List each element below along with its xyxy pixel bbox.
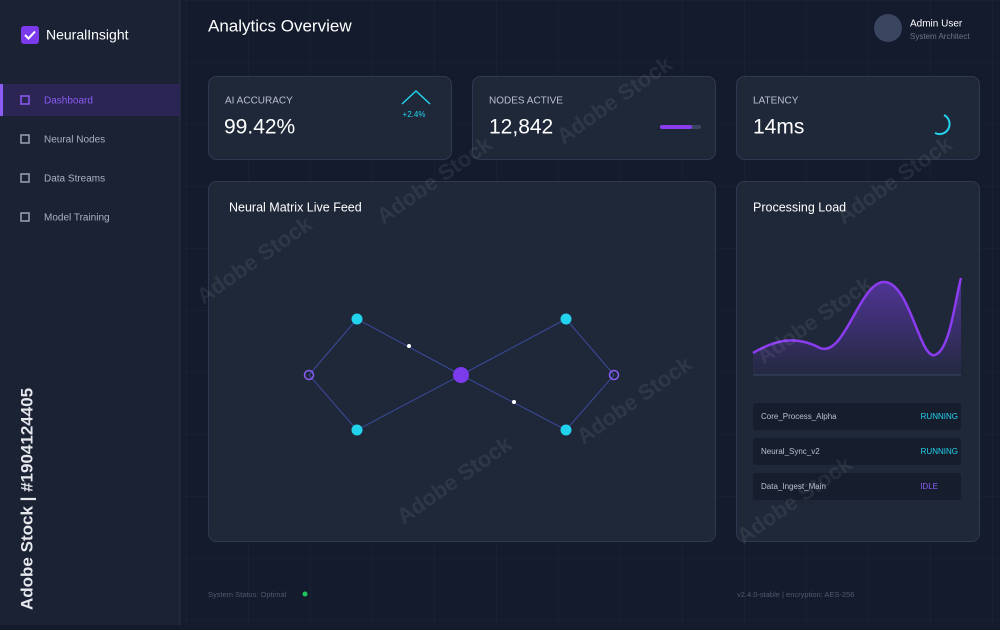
status-dot <box>302 591 308 597</box>
nav-active-bar <box>0 84 3 116</box>
link <box>308 318 358 376</box>
version: v2.4.0-stable | encryption: AES-256 <box>737 590 854 599</box>
process-name: Data_Ingest_Main <box>761 482 826 491</box>
process-name: Neural_Sync_v2 <box>761 447 820 456</box>
avatar[interactable] <box>874 14 902 42</box>
link <box>308 374 358 431</box>
nav-icon <box>20 134 30 144</box>
logo-icon <box>21 26 39 44</box>
nav-active-bg <box>0 84 180 116</box>
process-status: IDLE <box>920 482 938 491</box>
nav-label[interactable]: Model Training <box>44 213 110 224</box>
link <box>356 374 462 431</box>
node <box>560 313 572 325</box>
stat-value: 99.42% <box>224 116 295 139</box>
nav-item[interactable]: Data Streams <box>20 173 105 185</box>
process-name: Core_Process_Alpha <box>761 412 837 421</box>
stat-value: 12,842 <box>489 116 553 139</box>
stat-card <box>472 76 716 160</box>
process-row <box>753 438 961 465</box>
link <box>565 374 615 431</box>
progress-fill <box>660 125 692 129</box>
process-row <box>753 473 961 500</box>
stat-card <box>736 76 980 160</box>
node <box>351 313 363 325</box>
nav-label[interactable]: Dashboard <box>44 96 93 107</box>
stat-value: 14ms <box>753 116 804 139</box>
process-status: RUNNING <box>921 412 958 421</box>
load-line <box>752 277 963 357</box>
system-status: System Status: Optimal <box>208 590 287 599</box>
stat-delta: +2.4% <box>403 110 426 119</box>
watermark-id: Adobe Stock | #1904124405 <box>17 388 36 610</box>
nav-label[interactable]: Data Streams <box>44 174 105 185</box>
nav-item[interactable]: Dashboard <box>20 95 93 107</box>
page-title: Analytics Overview <box>208 16 352 35</box>
nav-label[interactable]: Neural Nodes <box>44 135 105 146</box>
user-name: Admin User <box>910 19 963 30</box>
load-area <box>753 278 961 375</box>
process-status: RUNNING <box>921 447 958 456</box>
stat-card <box>208 76 452 160</box>
nav-icon <box>20 212 30 222</box>
nav-item[interactable]: Model Training <box>20 212 110 224</box>
stat-label: AI ACCURACY <box>225 96 293 107</box>
node <box>608 369 620 381</box>
user-role: System Architect <box>910 32 970 41</box>
nav-icon <box>20 173 30 183</box>
packet <box>407 344 411 348</box>
feed-card <box>208 181 716 542</box>
node <box>560 424 572 436</box>
nav-icon <box>20 95 30 105</box>
brand: NeuralInsight <box>46 27 129 43</box>
trend-icon <box>401 89 431 105</box>
load-title: Processing Load <box>753 200 846 214</box>
nav-item[interactable]: Neural Nodes <box>20 134 105 146</box>
feed-title: Neural Matrix Live Feed <box>229 200 362 214</box>
logo-check <box>24 30 36 40</box>
link <box>565 318 615 376</box>
process-row <box>753 403 961 430</box>
hub-node <box>453 367 469 383</box>
latency-ring <box>934 114 951 136</box>
link <box>460 318 567 376</box>
node <box>351 424 363 436</box>
node <box>303 369 315 381</box>
stat-label: NODES ACTIVE <box>489 96 563 107</box>
packet <box>512 400 516 404</box>
stat-label: LATENCY <box>753 96 799 107</box>
